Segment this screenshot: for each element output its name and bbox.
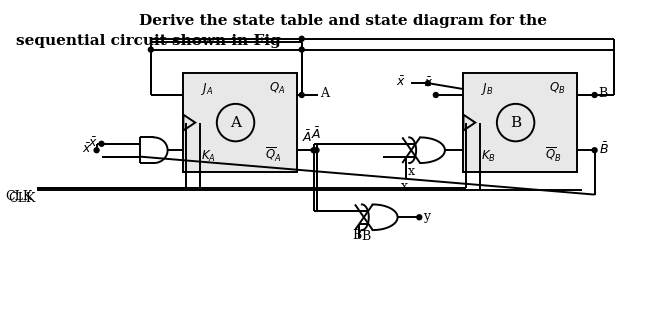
Bar xyxy=(464,73,577,172)
Text: sequential circuit shown in Fig: sequential circuit shown in Fig xyxy=(16,34,281,48)
Text: $\bar{x}$: $\bar{x}$ xyxy=(88,136,97,149)
Text: x: x xyxy=(408,165,416,178)
Text: $Q_A$: $Q_A$ xyxy=(269,81,285,96)
Text: $\overline{Q}_B$: $\overline{Q}_B$ xyxy=(546,146,562,164)
Text: B: B xyxy=(352,229,362,242)
Text: CLK: CLK xyxy=(5,190,33,203)
Text: $\bar{x}$: $\bar{x}$ xyxy=(396,76,406,89)
Text: B: B xyxy=(598,87,608,101)
Circle shape xyxy=(311,148,316,153)
Circle shape xyxy=(299,36,304,41)
Text: $\overline{Q}_A$: $\overline{Q}_A$ xyxy=(265,146,281,164)
Circle shape xyxy=(592,92,597,97)
Text: $K_A$: $K_A$ xyxy=(201,149,216,164)
Polygon shape xyxy=(183,115,195,130)
Circle shape xyxy=(417,215,422,220)
Circle shape xyxy=(148,47,153,52)
Text: $J_A$: $J_A$ xyxy=(201,81,213,97)
Text: $Q_B$: $Q_B$ xyxy=(549,81,566,96)
Text: $\bar{A}$: $\bar{A}$ xyxy=(311,127,321,142)
Text: $\bar{B}$: $\bar{B}$ xyxy=(598,142,608,157)
Circle shape xyxy=(299,47,304,52)
Text: $\bar{A}$: $\bar{A}$ xyxy=(301,130,312,145)
Circle shape xyxy=(314,148,319,153)
Text: CLK: CLK xyxy=(8,192,35,205)
Text: $J_B$: $J_B$ xyxy=(481,81,494,97)
Circle shape xyxy=(99,141,104,146)
Circle shape xyxy=(592,148,597,153)
Text: A: A xyxy=(230,115,241,130)
Circle shape xyxy=(497,104,534,141)
Circle shape xyxy=(217,104,254,141)
Text: x: x xyxy=(401,180,408,193)
Text: $\bar{x}$: $\bar{x}$ xyxy=(82,143,91,156)
Text: B: B xyxy=(510,115,521,130)
Circle shape xyxy=(299,92,304,97)
Text: $K_B$: $K_B$ xyxy=(481,149,496,164)
Circle shape xyxy=(434,92,438,97)
Text: y: y xyxy=(424,210,430,223)
Text: B: B xyxy=(361,230,370,243)
Circle shape xyxy=(426,81,430,85)
Text: $\bar{x}$: $\bar{x}$ xyxy=(424,77,433,90)
Text: A: A xyxy=(320,87,329,101)
Polygon shape xyxy=(464,115,476,130)
Circle shape xyxy=(94,148,99,153)
Bar xyxy=(183,73,297,172)
Text: Derive the state table and state diagram for the: Derive the state table and state diagram… xyxy=(139,14,547,28)
